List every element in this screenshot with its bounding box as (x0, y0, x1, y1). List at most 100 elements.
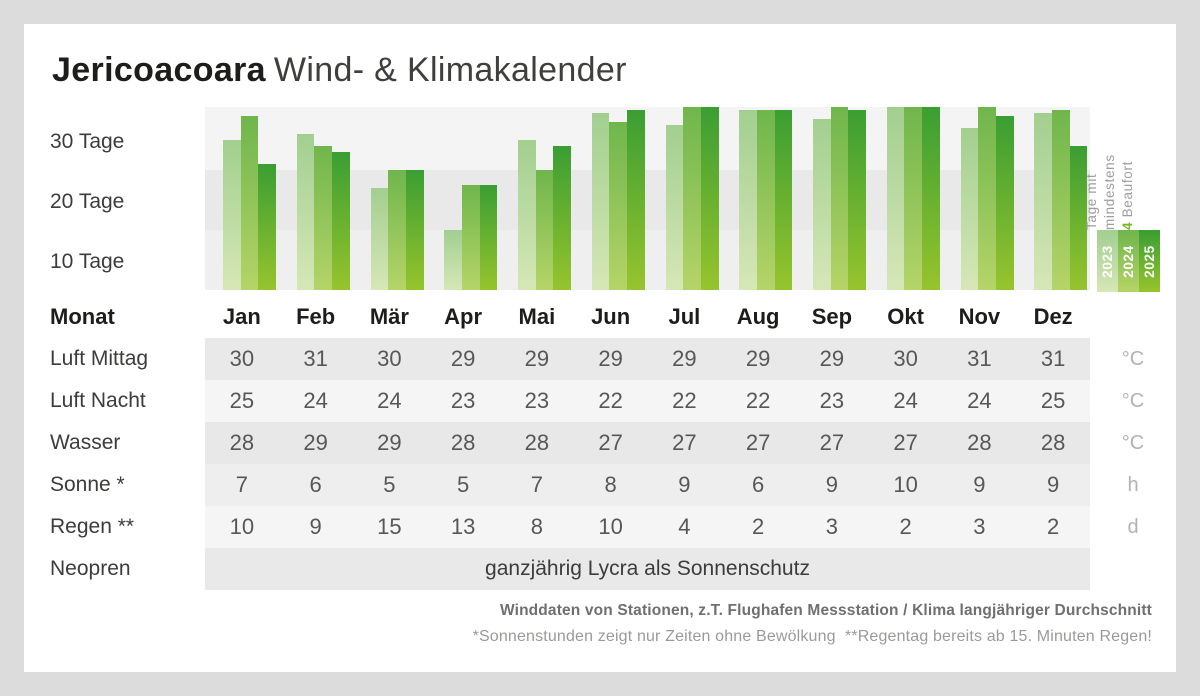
cell-regen-mär: 15 (377, 514, 402, 539)
cell-luft-mittag-sep: 29 (819, 346, 845, 371)
month-header-cells: Jan Feb Mär Apr Mai Jun Jul Aug Sep Okt Nov Dez (205, 296, 1090, 338)
row-cells-neopren: ganzjährig Lycra als Sonnenschutz (205, 548, 1090, 590)
unit-luft-mittag: °C (1121, 348, 1145, 370)
cell-regen-sep: 3 (825, 514, 838, 539)
cell-wasser-mai: 28 (524, 430, 550, 455)
footer-source: Winddaten von Stationen, z.T. Flughafen … (499, 602, 1152, 619)
legend-year-2023: 2023 (1097, 230, 1118, 292)
bar-2023-apr (444, 230, 462, 290)
cell-luft-nacht-jul: 22 (672, 388, 697, 413)
cell-luft-nacht-aug: 22 (745, 388, 771, 413)
month-header-aug: Aug (736, 304, 780, 329)
bar-group-jun (591, 107, 645, 290)
cell-luft-nacht-jan: 25 (229, 388, 255, 413)
table-row-sonne: Sonne * 7 6 5 5 7 8 9 6 9 10 9 9 h (24, 464, 1176, 506)
bar-2025-apr (479, 185, 498, 290)
y-axis-label-30: 30 Tage (50, 130, 125, 153)
legend-title-line3: 4 Beaufort (1118, 100, 1138, 230)
row-label-regen: Regen ** (50, 515, 135, 538)
cell-luft-mittag-aug: 29 (745, 346, 771, 371)
bar-2024-feb (314, 146, 333, 290)
bar-2025-jun (627, 110, 645, 290)
cell-sonne-jul: 9 (678, 472, 691, 497)
table-row-neopren: Neopren ganzjährig Lycra als Sonnenschutz (24, 548, 1176, 590)
row-cells-wasser: 28 29 29 28 28 27 27 27 27 27 28 28 (205, 422, 1090, 464)
cell-wasser-dez: 28 (1040, 430, 1066, 455)
cell-regen-feb: 9 (309, 514, 322, 539)
cell-luft-nacht-nov: 24 (967, 388, 992, 413)
month-header-jun: Jun (591, 304, 631, 329)
bar-2023-mai (518, 140, 536, 290)
month-header-jan: Jan (222, 304, 261, 329)
row-cells-luft-mittag: 30 31 30 29 29 29 29 29 29 30 31 31 (205, 338, 1090, 380)
bar-group-dez (1034, 107, 1088, 290)
month-header-sep: Sep (811, 304, 853, 329)
month-header-jul: Jul (668, 304, 701, 329)
bar-group-mai (518, 107, 572, 290)
bar-2025-jan (258, 164, 277, 290)
cell-luft-nacht-dez: 25 (1040, 388, 1066, 413)
bar-group-nov (960, 107, 1014, 290)
bar-group-mär (370, 107, 424, 290)
bar-group-aug (739, 107, 793, 290)
row-cells-regen: 10 9 15 13 8 10 4 2 3 2 3 2 (205, 506, 1090, 548)
cell-wasser-sep: 27 (819, 430, 845, 455)
cell-sonne-jun: 8 (604, 472, 617, 497)
cell-luft-mittag-feb: 31 (303, 346, 328, 371)
legend-title-line1: Tage mit (1084, 173, 1099, 230)
unit-regen: d (1127, 516, 1139, 538)
cell-regen-dez: 2 (1047, 514, 1060, 539)
cell-luft-nacht-okt: 24 (893, 388, 918, 413)
cell-luft-nacht-feb: 24 (303, 388, 328, 413)
bar-2023-jul (665, 125, 684, 290)
cell-luft-mittag-jun: 29 (598, 346, 623, 371)
bar-2024-mai (535, 170, 554, 290)
legend-year-2025: 2025 (1139, 230, 1160, 292)
cell-sonne-apr: 5 (457, 472, 470, 497)
bar-2025-okt (922, 107, 940, 290)
cell-luft-mittag-apr: 29 (450, 346, 476, 371)
row-cells-sonne: 7 6 5 5 7 8 9 6 9 10 9 9 (205, 464, 1090, 506)
bar-2025-jul (700, 107, 719, 290)
bar-2025-mai (553, 146, 572, 290)
month-header-dez: Dez (1033, 304, 1073, 329)
chart-band-0-10 (205, 230, 1090, 290)
bar-2024-dez (1051, 110, 1070, 290)
table-row-luft-nacht: Luft Nacht 25 24 24 23 23 22 22 22 23 24 24 25 °C (24, 380, 1176, 422)
bar-2025-mär (405, 170, 424, 290)
bar-2025-sep (848, 110, 867, 290)
month-header-unit (1090, 296, 1176, 338)
cell-wasser-jul: 27 (672, 430, 697, 455)
month-header-okt: Okt (887, 304, 924, 329)
legend-year-2024: 2024 (1118, 230, 1139, 292)
chart-band-20-30 (205, 107, 1090, 170)
table-row-wasser: Wasser 28 29 29 28 28 27 27 27 27 27 28 28 °C (24, 422, 1176, 464)
bar-2023-aug (739, 110, 757, 290)
bar-2024-mär (388, 170, 406, 290)
cell-luft-mittag-mai: 29 (524, 346, 550, 371)
cell-sonne-mai: 7 (530, 472, 543, 497)
cell-sonne-jan: 7 (235, 472, 248, 497)
cell-wasser-apr: 28 (450, 430, 476, 455)
cell-luft-nacht-sep: 23 (819, 388, 845, 413)
bar-group-jul (665, 107, 719, 290)
climate-card: Jericoacoara Wind- & Klimakalender 30 Tag… (24, 24, 1176, 672)
bar-group-okt (886, 107, 940, 290)
bar-2025-feb (332, 152, 350, 290)
bar-2024-jul (683, 107, 701, 290)
cell-wasser-nov: 28 (967, 430, 992, 455)
legend-beaufort-number: 4 (1120, 221, 1135, 230)
cell-sonne-feb: 6 (309, 472, 322, 497)
cell-regen-mai: 8 (530, 514, 543, 539)
bar-2023-sep (813, 119, 831, 290)
footer: Winddaten von Stationen, z.T. Flughafen … (473, 602, 1152, 646)
cell-luft-mittag-jan: 30 (229, 346, 255, 371)
cell-regen-okt: 2 (899, 514, 912, 539)
bar-group-sep (813, 107, 867, 290)
page-title: Jericoacoara Wind- & Klimakalender (52, 51, 627, 89)
cell-luft-mittag-jul: 29 (672, 346, 697, 371)
bar-2025-aug (774, 110, 793, 290)
row-label-sonne: Sonne * (50, 473, 125, 496)
cell-regen-jun: 10 (598, 514, 623, 539)
cell-wasser-jan: 28 (229, 430, 255, 455)
